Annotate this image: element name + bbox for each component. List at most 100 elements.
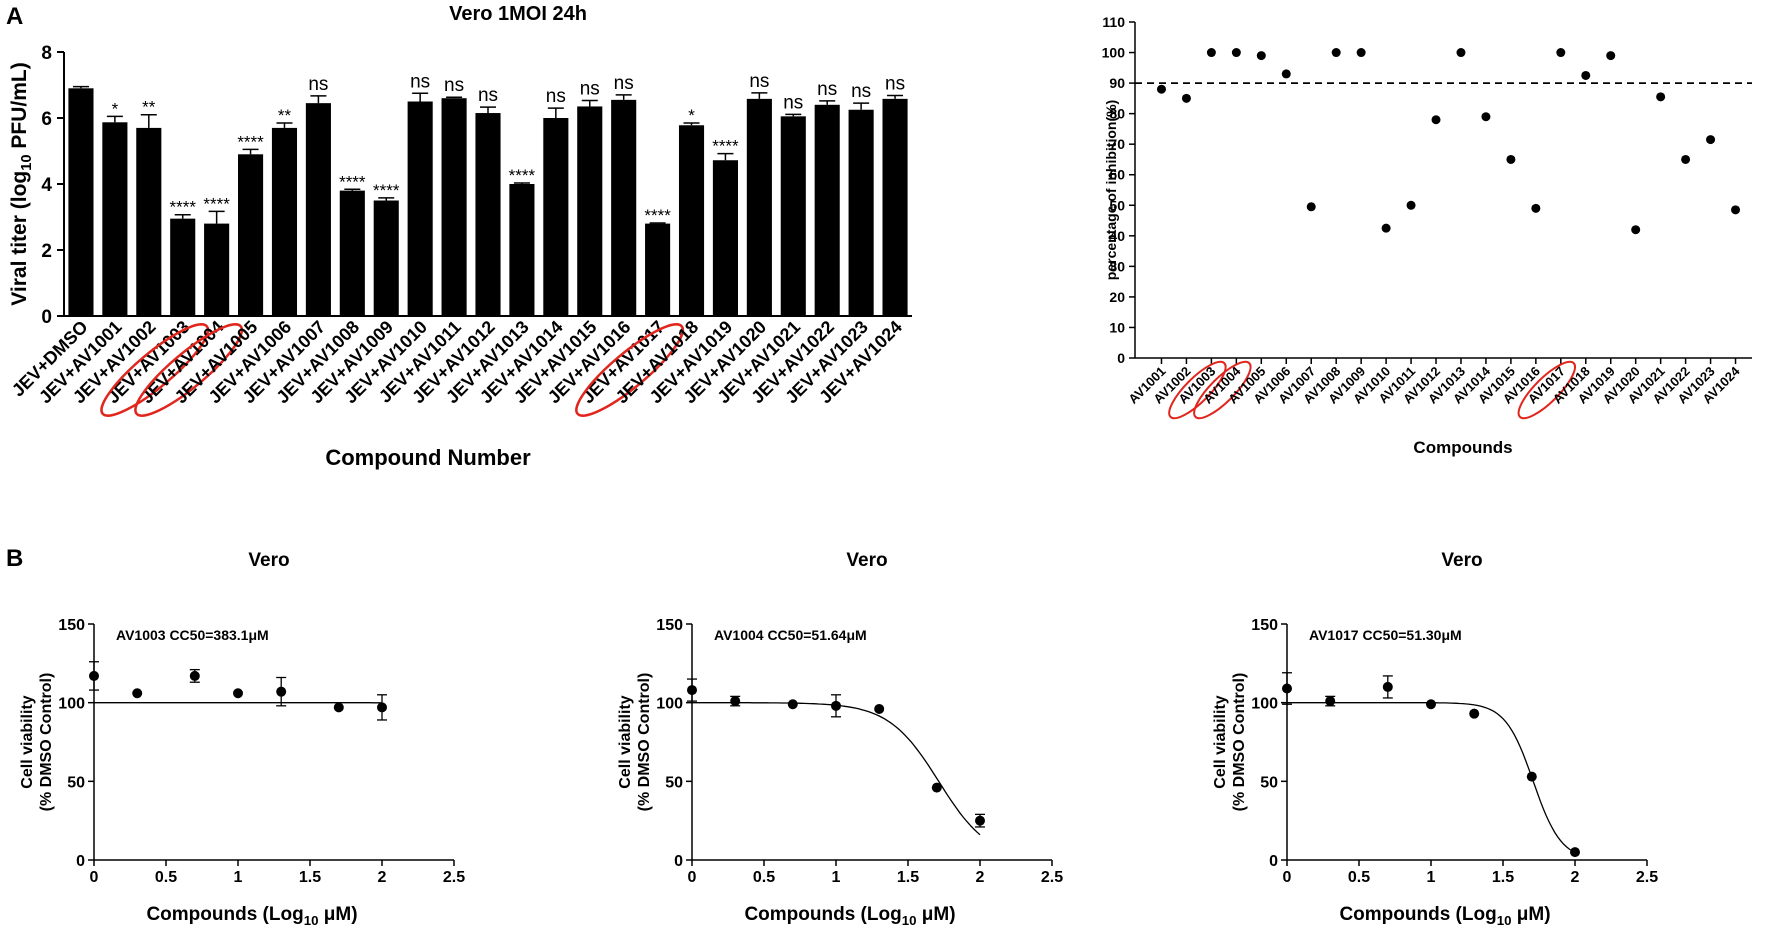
y-tick-label: 10 [1109, 319, 1125, 335]
bar [373, 200, 399, 316]
data-point [687, 685, 697, 696]
y-axis-label-line2: (% DMSO Control) [1231, 673, 1248, 812]
data-point [1481, 112, 1491, 122]
data-point [1531, 203, 1541, 213]
data-point [975, 815, 985, 826]
data-point [1506, 154, 1516, 164]
significance-label: ns [749, 71, 769, 92]
data-point [1431, 115, 1441, 125]
significance-label: ** [142, 98, 156, 117]
data-point [1382, 681, 1393, 692]
data-point [1325, 696, 1336, 707]
data-point [1631, 225, 1641, 235]
significance-label: * [688, 106, 695, 125]
bar [407, 101, 433, 316]
significance-label: **** [712, 137, 739, 156]
x-tick-label: 0.5 [1348, 869, 1370, 886]
significance-label: ns [614, 73, 634, 94]
data-point [1606, 51, 1616, 61]
data-point [233, 688, 243, 699]
panel-label-a: A [6, 3, 23, 30]
y-tick-label: 150 [656, 617, 683, 634]
data-point [931, 782, 942, 793]
data-point [1181, 93, 1191, 103]
y-tick-label: 70 [1109, 136, 1125, 152]
bar [441, 98, 467, 316]
y-tick-label: 50 [1109, 197, 1125, 213]
data-point [1331, 48, 1341, 58]
cc50-annotation: AV1003 CC50=383.1μM [116, 627, 269, 643]
y-tick-label: 0 [1269, 853, 1278, 870]
fit-curve [692, 702, 981, 836]
significance-label: ns [851, 81, 871, 102]
significance-label: **** [644, 206, 671, 225]
data-point [1681, 154, 1691, 164]
chart-title: Vero [248, 550, 289, 571]
significance-label: ns [478, 85, 498, 106]
y-tick-label: 0 [41, 307, 52, 328]
highlight-ellipse [100, 323, 210, 417]
y-tick-label: 20 [1109, 289, 1125, 305]
data-point [1456, 48, 1466, 58]
data-point [1256, 51, 1266, 61]
y-axis-label-line1: Cell viability [617, 695, 634, 788]
significance-label: **** [509, 166, 536, 185]
bar [238, 154, 264, 316]
data-point [1356, 48, 1366, 58]
x-tick-label: 1 [234, 869, 243, 886]
y-tick-label: 110 [1102, 14, 1125, 30]
bar [848, 109, 874, 316]
y-tick-label: 100 [656, 696, 683, 713]
cc50-av1003-chart: Vero 0 50 100 150 0 0.5 1 1.5 2 2.5 Cell viability(… [19, 550, 465, 928]
y-tick-label: 100 [1102, 45, 1126, 61]
x-axis-label: Compounds (Log10 μM) [146, 904, 357, 928]
significance-label: ns [817, 79, 837, 100]
significance-label: ns [444, 75, 464, 96]
significance-label: ns [546, 86, 566, 107]
significance-label: ns [580, 79, 600, 100]
significance-label: ns [783, 92, 803, 113]
data-point [874, 703, 885, 714]
y-tick-label: 50 [67, 774, 85, 791]
x-tick-label: 1.5 [897, 869, 919, 886]
y-tick-label: 8 [41, 43, 52, 64]
y-tick-label: 150 [1251, 617, 1278, 634]
data-point [1306, 202, 1316, 212]
data-point [377, 702, 387, 713]
x-tick-label: 0 [688, 869, 697, 886]
y-axis-label-line2: (% DMSO Control) [38, 673, 55, 812]
significance-label: ** [278, 106, 292, 125]
viral-titer-bar-chart: Vero 1MOI 24h 0 2 4 6 8 Viral titer (log10 PFU… [8, 3, 912, 470]
data-point [1406, 200, 1416, 210]
bar [475, 113, 501, 316]
y-tick-label: 0 [76, 853, 85, 870]
bar [68, 88, 94, 316]
chart-title: Vero [1441, 550, 1482, 571]
bar [712, 160, 738, 316]
highlight-ellipse [575, 323, 685, 417]
x-tick-label: 1.5 [299, 869, 321, 886]
bar [170, 218, 196, 316]
panel-label-b: B [6, 545, 23, 572]
cc50-annotation: AV1017 CC50=51.30μM [1309, 627, 1462, 643]
chart-title: Vero 1MOI 24h [449, 3, 587, 25]
y-tick-label: 30 [1109, 258, 1125, 274]
significance-label: **** [237, 132, 264, 151]
bar [305, 103, 331, 317]
data-point [1156, 84, 1166, 94]
inhibition-scatter-chart: 0 10 20 30 40 50 60 70 80 90 100 110 percentage of i… [1102, 14, 1752, 457]
bar [543, 118, 569, 316]
x-tick-label: 0.5 [753, 869, 775, 886]
data-point [1706, 135, 1716, 145]
y-tick-label: 0 [674, 853, 683, 870]
cc50-av1004-chart: Vero 0 50 100 150 0 0.5 1 1.5 2 2.5 Cell viability(… [617, 550, 1063, 928]
bar [102, 122, 128, 316]
y-tick-label: 80 [1109, 106, 1125, 122]
data-point [333, 702, 344, 713]
x-tick-label: 2 [1571, 869, 1580, 886]
significance-label: **** [373, 181, 400, 200]
y-tick-label: 4 [41, 175, 52, 196]
data-point [1556, 48, 1566, 58]
cc50-av1017-chart: Vero 0 50 100 150 0 0.5 1 1.5 2 2.5 Cell viability(… [1212, 550, 1658, 928]
